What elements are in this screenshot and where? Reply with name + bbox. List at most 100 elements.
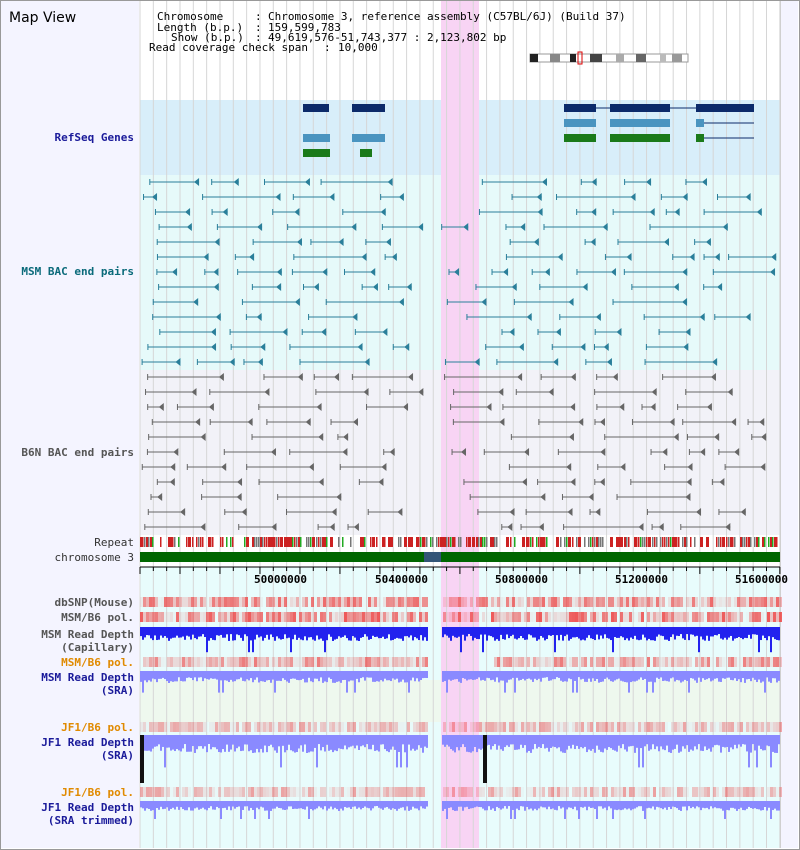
chromosome-ideogram <box>529 51 689 65</box>
msm-bac-end-pair <box>594 328 622 336</box>
msm-bac-end-pair <box>703 253 720 261</box>
b6n-bac-end-pair <box>557 448 606 456</box>
track-label-b6n-bac[interactable]: B6N BAC end pairs <box>21 446 134 459</box>
track-label-refseq[interactable]: RefSeq Genes <box>54 131 134 144</box>
msm-bac-end-pair <box>505 223 526 231</box>
track-label-jf1-depth-sra[interactable]: JF1 Read Depth <box>41 736 134 749</box>
msm-bac-end-pair <box>388 283 412 291</box>
msm-bac-end-pair <box>505 253 563 261</box>
msm-bac-end-pair <box>216 223 263 231</box>
msm-bac-end-pair <box>466 313 532 321</box>
length-label: Length (b.p.) <box>157 21 244 34</box>
track-label-jf1-depth-sra-sub: (SRA) <box>100 749 134 762</box>
track-label-msm-depth-capillary-sub: (Capillary) <box>61 641 134 654</box>
b6n-bac-end-pair <box>677 403 712 411</box>
b6n-bac-end-pair <box>616 493 691 501</box>
track-label-jf1-depth-trimmed[interactable]: JF1 Read Depth <box>41 801 134 814</box>
track-label-msm-depth-capillary[interactable]: MSM Read Depth <box>41 628 134 641</box>
b6n-bac-end-pair <box>367 508 403 516</box>
msm-bac-end-pair <box>302 283 319 291</box>
chromosome-value: Chromosome 3, reference assembly (C57BL/… <box>268 10 626 23</box>
msm-bac-end-pair <box>658 328 691 336</box>
msm-bac-end-pair <box>584 238 596 246</box>
b6n-bac-end-pair <box>515 388 554 396</box>
b6n-bac-end-pair <box>718 508 746 516</box>
show-value: 49,619,576-51,743,377 : 2,123,802 bp <box>268 31 507 44</box>
b6n-bac-end-pair <box>201 493 242 501</box>
b6n-bac-end-pair <box>351 373 414 381</box>
coverage-value: 10,000 <box>338 41 378 54</box>
b6n-bac-end-pair <box>469 493 546 501</box>
msm-bac-end-pair <box>665 208 680 216</box>
msm-bac-end-pair <box>576 208 597 216</box>
b6n-bac-end-pair <box>594 418 605 426</box>
msm-bac-end-pair <box>576 268 616 276</box>
msm-bac-end-pair <box>644 358 718 366</box>
track-label-chromosome[interactable]: chromosome 3 <box>54 551 134 564</box>
msm-bac-end-pair <box>243 358 263 366</box>
b6n-bac-end-pair <box>313 373 339 381</box>
msm-bac-end-pair <box>491 268 509 276</box>
b6n-bac-end-pair <box>477 508 515 516</box>
msm-bac-end-pair <box>380 193 404 201</box>
b6n-bac-end-pair <box>483 448 530 456</box>
b6n-bac-end-pair <box>186 463 227 471</box>
msm-b6-pol-sra-heat-track <box>143 657 782 667</box>
msm-bac-end-pair <box>365 238 391 246</box>
msm-bac-end-pair <box>444 358 480 366</box>
msm-bac-end-pair <box>543 223 608 231</box>
msm-bac-end-pair <box>694 238 711 246</box>
track-label-msm-bac[interactable]: MSM BAC end pairs <box>21 265 134 278</box>
msm-bac-end-pair <box>293 253 367 261</box>
b6n-bac-end-pair <box>389 388 424 396</box>
msm-bac-end-pair <box>141 358 181 366</box>
track-label-jf1-b6-pol[interactable]: JF1/B6 pol. <box>61 721 134 734</box>
track-label-jf1-b6-pol-trimmed[interactable]: JF1/B6 pol. <box>61 786 134 799</box>
msm-bac-end-pair <box>287 223 357 231</box>
b6n-bac-end-pair <box>718 448 740 456</box>
b6n-bac-end-pair <box>151 418 201 426</box>
msm-bac-end-pair <box>381 223 424 231</box>
msm-bac-end-pair <box>501 328 515 336</box>
gene-feature <box>360 149 372 157</box>
b6n-bac-end-pair <box>148 433 206 441</box>
b6n-bac-end-pair <box>682 418 737 426</box>
msm-bac-end-pair <box>202 193 281 201</box>
b6n-bac-end-pair <box>141 463 176 471</box>
b6n-bac-end-pair <box>347 523 359 531</box>
repeat-track <box>140 537 778 547</box>
msm-bac-end-pair <box>441 223 469 231</box>
b6n-bac-end-pair <box>596 373 618 381</box>
b6n-bac-end-pair <box>630 478 692 486</box>
track-label-msm-b6-pol[interactable]: MSM/B6 pol. <box>61 611 134 624</box>
b6n-bac-end-pair <box>686 433 720 441</box>
msm-bac-end-pair <box>289 343 363 351</box>
b6n-bac-end-pair <box>176 403 214 411</box>
msm-bac-end-pair <box>308 313 358 321</box>
b6n-bac-end-pair <box>724 463 766 471</box>
track-label-repeat[interactable]: Repeat <box>94 536 134 549</box>
page-title: Map View <box>9 10 77 26</box>
b6n-bac-end-pair <box>688 448 706 456</box>
msm-bac-end-pair <box>156 253 209 261</box>
msm-bac-end-pair <box>156 238 220 246</box>
b6n-bac-end-pair <box>520 523 544 531</box>
b6n-bac-end-pair <box>315 388 369 396</box>
track-label-msm-depth-sra[interactable]: MSM Read Depth <box>41 671 134 684</box>
msm-bac-end-pair <box>645 343 689 351</box>
b6n-bac-end-pair <box>711 478 725 486</box>
msm-bac-end-pair <box>154 208 191 216</box>
track-label-msm-b6-pol-sra[interactable]: MSM/B6 pol. <box>61 656 134 669</box>
track-label-dbsnp[interactable]: dbSNP(Mouse) <box>54 596 134 609</box>
b6n-bac-end-pair <box>646 508 702 516</box>
gene-feature <box>696 104 754 112</box>
msm-bac-end-pair <box>593 343 609 351</box>
b6n-bac-end-pair <box>246 463 314 471</box>
b6n-bac-end-pair <box>209 418 253 426</box>
position-axis <box>139 566 781 574</box>
b6n-bac-end-pair <box>685 388 733 396</box>
b6n-bac-end-pair <box>263 373 303 381</box>
msm-bac-end-pair <box>143 193 158 201</box>
gene-feature <box>303 134 330 142</box>
